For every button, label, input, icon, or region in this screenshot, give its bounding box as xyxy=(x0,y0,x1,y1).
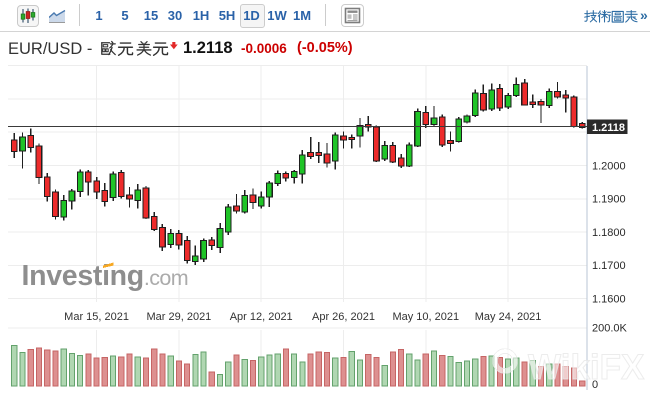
svg-text:1.1600: 1.1600 xyxy=(592,293,626,305)
svg-text:WikiFX: WikiFX xyxy=(528,348,645,387)
svg-text:May 24, 2021: May 24, 2021 xyxy=(475,311,542,323)
svg-text:Mar 15, 2021: Mar 15, 2021 xyxy=(64,311,129,323)
svg-text:Apr 26, 2021: Apr 26, 2021 xyxy=(312,311,375,323)
svg-text:1.1700: 1.1700 xyxy=(592,260,626,272)
svg-text:1.2000: 1.2000 xyxy=(592,160,626,172)
svg-text:200.0K: 200.0K xyxy=(592,322,628,334)
svg-text:0: 0 xyxy=(592,379,598,391)
svg-text:1.2118: 1.2118 xyxy=(592,122,625,134)
svg-text:Mar 29, 2021: Mar 29, 2021 xyxy=(146,311,211,323)
svg-text:1.1800: 1.1800 xyxy=(592,227,626,239)
svg-text:Apr 12, 2021: Apr 12, 2021 xyxy=(230,311,293,323)
svg-text:1.1900: 1.1900 xyxy=(592,194,626,206)
svg-text:May 10, 2021: May 10, 2021 xyxy=(392,311,459,323)
